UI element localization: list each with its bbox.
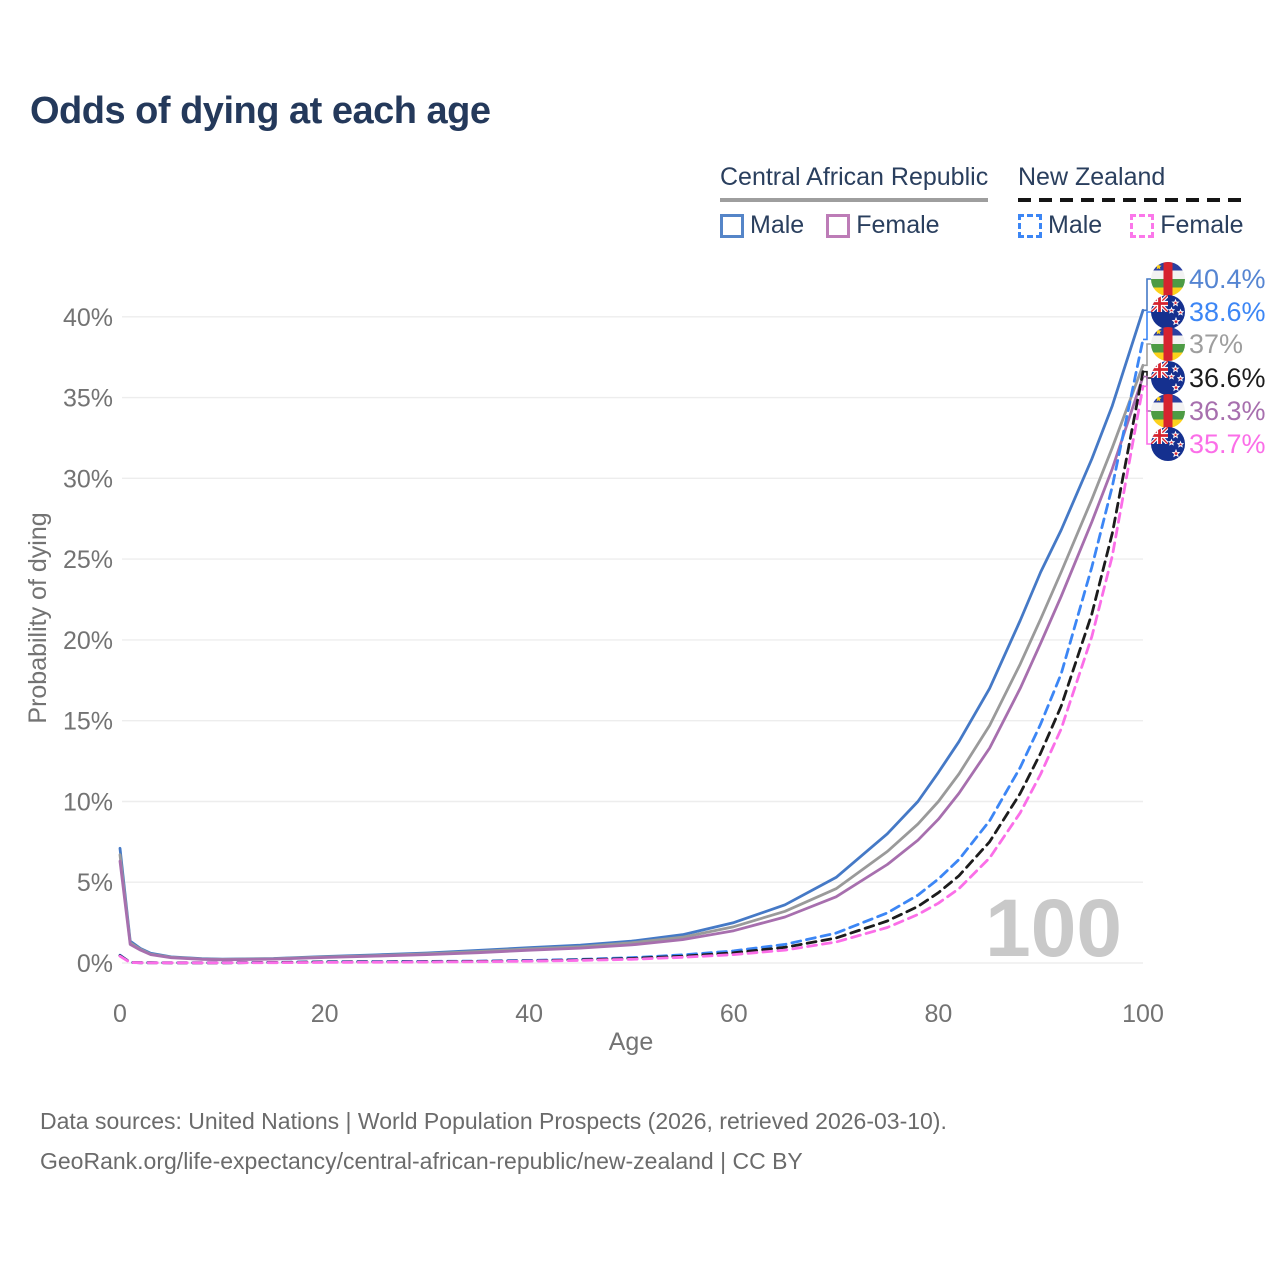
central-african-republic-flag-icon [1151, 327, 1185, 361]
new-zealand-flag-icon [1151, 295, 1185, 329]
x-tick-label: 80 [924, 1000, 952, 1028]
footer-attribution-link: GeoRank.org/life-expectancy/central-afri… [40, 1148, 803, 1174]
new-zealand-flag-icon [1151, 427, 1185, 461]
y-tick-label: 10% [63, 789, 113, 817]
legend-item-label: Female [1160, 211, 1244, 239]
legend-item-label: Female [856, 211, 940, 239]
y-tick-label: 15% [63, 708, 113, 736]
end-label-value: 35.7% [1189, 429, 1266, 459]
series-line-new-zealand-female [118, 384, 1145, 965]
legend-underline-solid [720, 198, 989, 202]
central-african-republic-flag-icon [1151, 394, 1185, 428]
x-tick-label: 40 [515, 1000, 543, 1028]
x-axis-title: Age [609, 1028, 653, 1056]
series-line-central-african-republic-both [118, 363, 1145, 961]
new-zealand-flag-icon [1151, 361, 1185, 395]
nz-male-swatch-icon [1018, 213, 1042, 238]
legend-new-zealand: New Zealand Male Female [1018, 163, 1244, 240]
x-tick-label: 20 [311, 1000, 339, 1028]
end-label-leader-line [1143, 311, 1151, 341]
series-line-new-zealand-male [118, 338, 1145, 965]
series-line-new-zealand-both [118, 370, 1145, 965]
x-tick-label: 100 [1122, 1000, 1164, 1028]
y-tick-label: 30% [63, 465, 113, 493]
footer-data-sources: Data sources: United Nations | World Pop… [40, 1108, 947, 1134]
car-male-swatch-icon [720, 213, 744, 238]
legend-row-new-zealand: Male Female [1018, 211, 1244, 240]
end-label-leader-line [1143, 370, 1151, 379]
y-tick-label: 40% [63, 304, 113, 332]
legend-central-african-republic: Central African Republic Male Female [720, 163, 989, 240]
legend-heading-new-zealand: New Zealand [1018, 163, 1166, 191]
legend-heading-central-african-republic: Central African Republic [720, 163, 989, 191]
legend-item-label: Male [1048, 211, 1103, 239]
age-watermark: 100 [985, 883, 1122, 974]
x-tick-label: 60 [720, 1000, 748, 1028]
car-female-swatch-icon [826, 213, 851, 238]
legend-row-central-african-republic: Male Female [720, 211, 988, 240]
x-tick-label: 0 [113, 1000, 127, 1028]
legend-item-car-male[interactable]: Male [720, 211, 804, 240]
nz-female-swatch-icon [1130, 213, 1155, 238]
end-label-value: 40.4% [1189, 264, 1266, 294]
end-label-value: 36.6% [1189, 363, 1266, 393]
end-label-value: 37% [1189, 329, 1243, 359]
series-line-central-african-republic-female [118, 375, 1145, 962]
end-label-leader-line [1143, 343, 1151, 367]
end-label-leader-line [1143, 278, 1151, 312]
series-line-central-african-republic-male [118, 308, 1145, 961]
chart-title: Odds of dying at each age [30, 90, 491, 132]
legend-item-nz-female[interactable]: Female [1130, 211, 1244, 240]
legend-underline-dashed [1018, 198, 1244, 202]
legend-item-car-female[interactable]: Female [826, 211, 940, 240]
y-tick-label: 5% [77, 869, 113, 897]
central-african-republic-flag-icon [1151, 262, 1185, 296]
legend-item-nz-male[interactable]: Male [1018, 211, 1102, 240]
y-axis-title: Probability of dying [24, 512, 52, 723]
end-label-leader-line [1143, 385, 1151, 445]
end-label-value: 36.3% [1189, 396, 1266, 426]
y-tick-label: 0% [77, 950, 113, 978]
y-tick-label: 25% [63, 546, 113, 574]
y-tick-label: 35% [63, 385, 113, 413]
end-label-value: 38.6% [1189, 297, 1266, 327]
legend-item-label: Male [750, 211, 805, 239]
y-tick-label: 20% [63, 627, 113, 655]
